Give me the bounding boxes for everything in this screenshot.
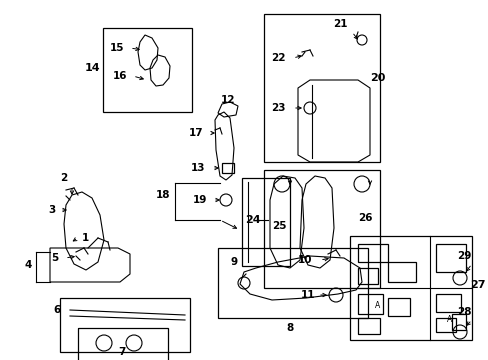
Text: 11: 11 [300, 290, 315, 300]
Text: 1: 1 [81, 233, 88, 243]
Bar [103, 28, 192, 112]
Bar [357, 244, 387, 262]
Text: 19: 19 [192, 195, 207, 205]
Bar [264, 14, 379, 162]
Text: 16: 16 [113, 71, 127, 81]
Text: 13: 13 [190, 163, 205, 173]
Text: 23: 23 [270, 103, 285, 113]
Text: 18: 18 [156, 190, 170, 200]
Text: 20: 20 [369, 73, 385, 83]
Text: 14: 14 [85, 63, 101, 73]
Bar [357, 294, 382, 314]
Bar [435, 294, 460, 312]
Text: 5: 5 [51, 253, 59, 263]
Bar [387, 262, 415, 282]
Text: 22: 22 [270, 53, 285, 63]
Bar [78, 328, 168, 360]
Text: 28: 28 [456, 307, 470, 317]
Text: 27: 27 [469, 280, 485, 290]
Text: 10: 10 [297, 255, 312, 265]
Text: 24: 24 [244, 215, 260, 225]
Text: 6: 6 [53, 305, 61, 315]
Bar [357, 268, 377, 284]
Text: 17: 17 [188, 128, 203, 138]
Bar [357, 318, 379, 334]
Text: 4: 4 [24, 260, 32, 270]
Bar [218, 248, 367, 318]
Text: 29: 29 [456, 251, 470, 261]
Bar [264, 170, 379, 288]
Bar [387, 298, 409, 316]
Text: 26: 26 [357, 213, 371, 223]
Text: 8: 8 [286, 323, 293, 333]
Text: 21: 21 [332, 19, 346, 29]
Text: A: A [447, 315, 452, 324]
Text: A: A [375, 302, 380, 310]
Bar [451, 314, 465, 330]
Bar [222, 163, 234, 173]
Bar [242, 178, 289, 266]
Bar [60, 298, 190, 352]
Text: 3: 3 [48, 205, 56, 215]
Text: 12: 12 [220, 95, 235, 105]
Text: 15: 15 [109, 43, 124, 53]
Bar [349, 236, 471, 340]
Text: 25: 25 [271, 221, 285, 231]
Bar [435, 244, 465, 272]
Text: 7: 7 [118, 347, 125, 357]
Text: 2: 2 [60, 173, 67, 183]
Bar [435, 318, 455, 332]
Text: 9: 9 [230, 257, 237, 267]
